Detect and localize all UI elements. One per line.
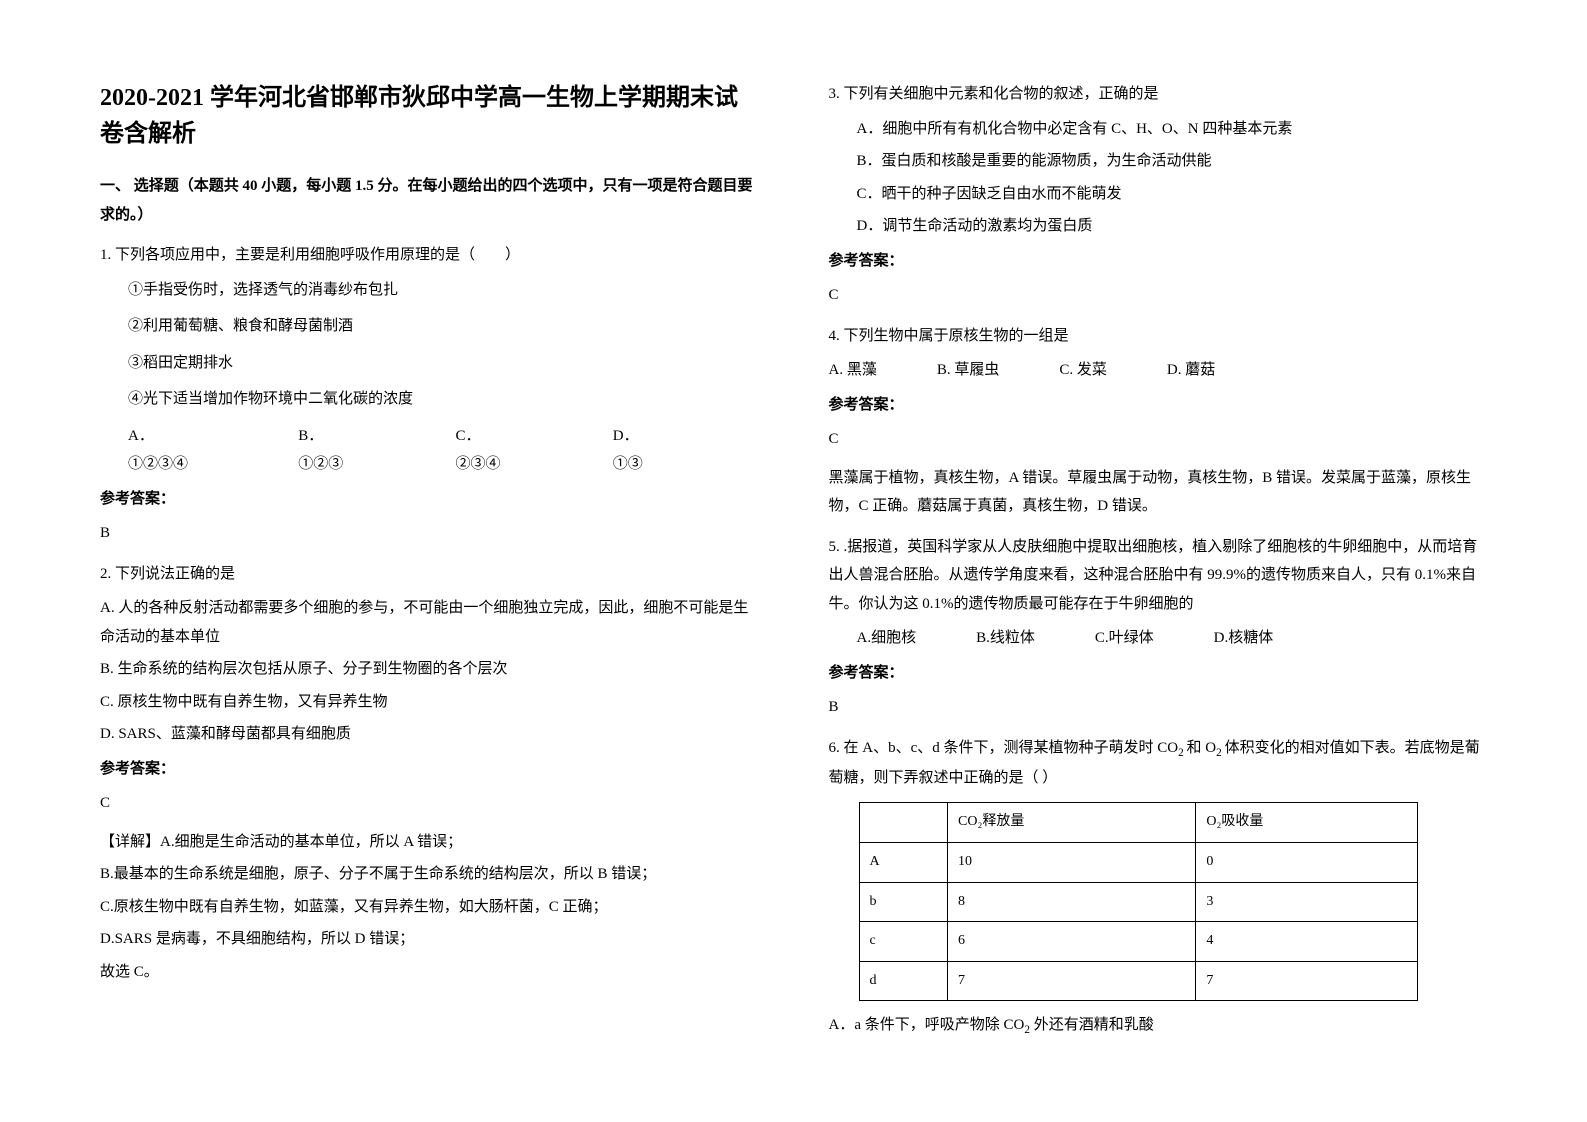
q4-options: A. 黑藻 B. 草履虫 C. 发菜 D. 蘑菇 [829,356,1488,385]
q3-optB: B．蛋白质和核酸是重要的能源物质，为生命活动供能 [857,147,1488,176]
question-5: 5. .据报道，英国科学家从人皮肤细胞中提取出细胞核，植入剔除了细胞核的牛卵细胞… [829,533,1488,722]
q2-optB: B. 生命系统的结构层次包括从原子、分子到生物圈的各个层次 [100,655,759,684]
q1-sub4: ④光下适当增加作物环境中二氧化碳的浓度 [128,385,759,414]
q6-optA-p2: 外还有酒精和乳酸 [1030,1017,1154,1033]
right-column: 3. 下列有关细胞中元素和化合物的叙述，正确的是 A．细胞中所有有机化合物中必定… [829,80,1488,1054]
q2-exp5: 故选 C。 [100,958,759,987]
q6-table: CO₂释放量 O₂吸收量 A 10 0 b 8 3 c 6 4 [859,802,1419,1001]
q1-sub3: ③稻田定期排水 [128,349,759,378]
q2-exp4: D.SARS 是病毒，不具细胞结构，所以 D 错误； [100,925,759,954]
th-col1 [859,803,948,843]
q2-optC: C. 原核生物中既有自养生物，又有异养生物 [100,688,759,717]
cell: A [859,842,948,882]
cell: 10 [948,842,1196,882]
cell: 4 [1196,922,1418,962]
table-row: A 10 0 [859,842,1418,882]
cell: 7 [1196,961,1418,1001]
question-3: 3. 下列有关细胞中元素和化合物的叙述，正确的是 A．细胞中所有有机化合物中必定… [829,80,1488,310]
q1-answer-label: 参考答案： [100,485,759,514]
q3-options: A．细胞中所有有机化合物中必定含有 C、H、O、N 四种基本元素 B．蛋白质和核… [857,115,1488,241]
page-container: 2020-2021 学年河北省邯郸市狄邱中学高一生物上学期期末试卷含解析 一、 … [100,80,1487,1054]
q2-exp2: B.最基本的生命系统是细胞，原子、分子不属于生命系统的结构层次，所以 B 错误； [100,860,759,889]
q2-exp1: 【详解】A.细胞是生命活动的基本单位，所以 A 错误； [100,828,759,857]
q2-text: 2. 下列说法正确的是 [100,560,759,589]
cell: 8 [948,882,1196,922]
q3-optC: C．晒干的种子因缺乏自由水而不能萌发 [857,180,1488,209]
question-1: 1. 下列各项应用中，主要是利用细胞呼吸作用原理的是（ ） ①手指受伤时，选择透… [100,241,759,548]
q2-answer-label: 参考答案： [100,755,759,784]
q1-optB: B．①②③ [298,422,355,479]
q5-options: A.细胞核 B.线粒体 C.叶绿体 D.核糖体 [857,624,1488,653]
q1-sub1: ①手指受伤时，选择透气的消毒纱布包扎 [128,276,759,305]
cell: 6 [948,922,1196,962]
q6-optA: A．a 条件下，呼吸产物除 CO2 外还有酒精和乳酸 [829,1011,1488,1041]
q4-answer-label: 参考答案： [829,391,1488,420]
q1-optA: A．①②③④ [128,422,198,479]
q6-text-p1: 6. 在 A、b、c、d 条件下，测得某植物种子萌发时 CO [829,740,1179,756]
q4-exp1: 黑藻属于植物，真核生物，A 错误。草履虫属于动物，真核生物，B 错误。发菜属于蓝… [829,464,1488,521]
q1-text: 1. 下列各项应用中，主要是利用细胞呼吸作用原理的是（ ） [100,241,759,270]
q3-optA: A．细胞中所有有机化合物中必定含有 C、H、O、N 四种基本元素 [857,115,1488,144]
q3-text: 3. 下列有关细胞中元素和化合物的叙述，正确的是 [829,80,1488,109]
th-col3: O₂吸收量 [1196,803,1418,843]
q1-options: A．①②③④ B．①②③ C．②③④ D．①③ [128,422,759,479]
q4-optB: B. 草履虫 [937,356,1000,385]
q6-optA-p1: A．a 条件下，呼吸产物除 CO [829,1017,1025,1033]
q5-answer: B [829,693,1488,722]
q1-optD: D．①③ [613,422,659,479]
q5-optA: A.细胞核 [857,624,917,653]
q3-answer-label: 参考答案： [829,247,1488,276]
q2-optD: D. SARS、蓝藻和酵母菌都具有细胞质 [100,720,759,749]
table-row: b 8 3 [859,882,1418,922]
q5-optC: C.叶绿体 [1095,624,1154,653]
cell: 7 [948,961,1196,1001]
q4-optC: C. 发菜 [1059,356,1107,385]
q2-options: A. 人的各种反射活动都需要多个细胞的参与，不可能由一个细胞独立完成，因此，细胞… [100,594,759,749]
q1-answer: B [100,519,759,548]
q5-optB: B.线粒体 [976,624,1035,653]
table-row: c 6 4 [859,922,1418,962]
table-header-row: CO₂释放量 O₂吸收量 [859,803,1418,843]
cell: d [859,961,948,1001]
left-column: 2020-2021 学年河北省邯郸市狄邱中学高一生物上学期期末试卷含解析 一、 … [100,80,759,1054]
q4-optA: A. 黑藻 [829,356,877,385]
q4-answer: C [829,425,1488,454]
th-col2: CO₂释放量 [948,803,1196,843]
section-header: 一、 选择题（本题共 40 小题，每小题 1.5 分。在每小题给出的四个选项中，… [100,172,759,229]
cell: 3 [1196,882,1418,922]
cell: c [859,922,948,962]
q2-exp3: C.原核生物中既有自养生物，如蓝藻，又有异养生物，如大肠杆菌，C 正确； [100,893,759,922]
question-4: 4. 下列生物中属于原核生物的一组是 A. 黑藻 B. 草履虫 C. 发菜 D.… [829,322,1488,521]
cell: 0 [1196,842,1418,882]
table-row: d 7 7 [859,961,1418,1001]
cell: b [859,882,948,922]
q4-text: 4. 下列生物中属于原核生物的一组是 [829,322,1488,351]
q6-text: 6. 在 A、b、c、d 条件下，测得某植物种子萌发时 CO2 和 O2 体积变… [829,734,1488,793]
q5-text: 5. .据报道，英国科学家从人皮肤细胞中提取出细胞核，植入剔除了细胞核的牛卵细胞… [829,533,1488,619]
q2-answer: C [100,789,759,818]
q3-answer: C [829,281,1488,310]
question-6: 6. 在 A、b、c、d 条件下，测得某植物种子萌发时 CO2 和 O2 体积变… [829,734,1488,1042]
exam-title: 2020-2021 学年河北省邯郸市狄邱中学高一生物上学期期末试卷含解析 [100,80,759,152]
q6-sub2b: 2 [1216,747,1224,759]
q4-optD: D. 蘑菇 [1167,356,1215,385]
q1-optC: C．②③④ [456,422,513,479]
question-2: 2. 下列说法正确的是 A. 人的各种反射活动都需要多个细胞的参与，不可能由一个… [100,560,759,987]
q2-optA: A. 人的各种反射活动都需要多个细胞的参与，不可能由一个细胞独立完成，因此，细胞… [100,594,759,651]
q3-optD: D．调节生命活动的激素均为蛋白质 [857,212,1488,241]
q5-optD: D.核糖体 [1214,624,1274,653]
q6-sub2a: 2 [1178,747,1186,759]
q6-text-p2: 和 O [1187,740,1217,756]
q5-answer-label: 参考答案： [829,659,1488,688]
q1-sub2: ②利用葡萄糖、粮食和酵母菌制酒 [128,312,759,341]
